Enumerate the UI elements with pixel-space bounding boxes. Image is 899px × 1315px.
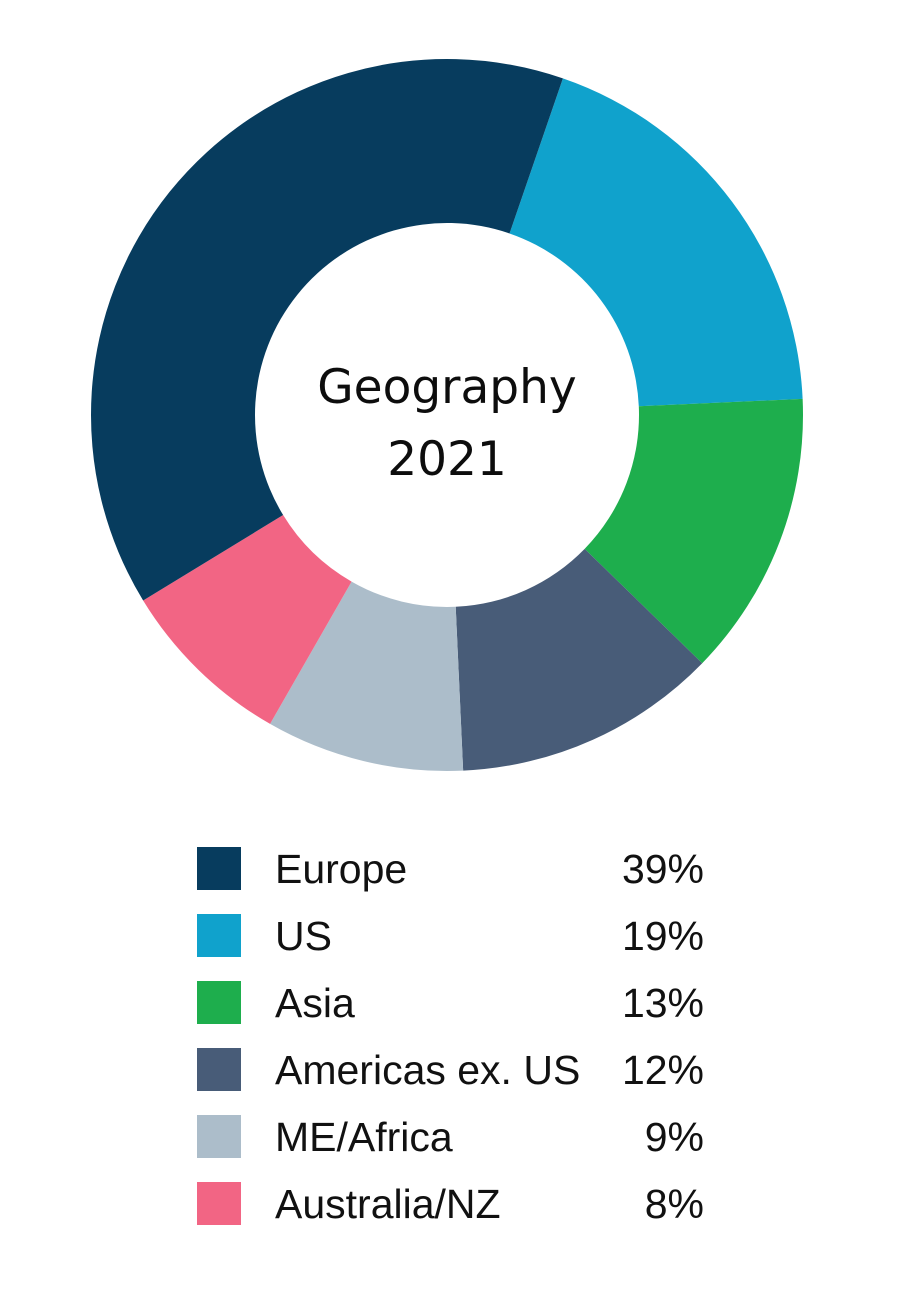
legend-label-australia-nz: Australia/NZ bbox=[275, 1181, 501, 1227]
legend-swatch-me-africa bbox=[197, 1115, 241, 1158]
slice-asia bbox=[584, 398, 803, 664]
legend-value-us: 19% bbox=[621, 913, 704, 959]
slice-europe bbox=[90, 58, 563, 601]
slice-us bbox=[509, 78, 803, 407]
legend-swatch-australia-nz bbox=[197, 1182, 241, 1225]
legend-swatch-us bbox=[197, 914, 241, 957]
legend-value-asia: 13% bbox=[621, 980, 704, 1026]
legend-value-me-africa: 9% bbox=[644, 1114, 704, 1160]
legend-swatch-asia bbox=[197, 981, 241, 1024]
chart-subtitle: 2021 bbox=[387, 432, 507, 487]
legend-label-americas-ex-us: Americas ex. US bbox=[275, 1047, 581, 1093]
legend-item-us: US 19% bbox=[197, 912, 717, 979]
legend-swatch-americas-ex-us bbox=[197, 1048, 241, 1091]
legend-label-asia: Asia bbox=[275, 980, 355, 1026]
legend: Europe 39% US 19% Asia 13% Americas ex. … bbox=[197, 845, 717, 1247]
legend-item-europe: Europe 39% bbox=[197, 845, 717, 912]
legend-label-us: US bbox=[275, 913, 332, 959]
legend-value-europe: 39% bbox=[621, 846, 704, 892]
legend-item-australia-nz: Australia/NZ 8% bbox=[197, 1180, 717, 1247]
legend-value-americas-ex-us: 12% bbox=[621, 1047, 704, 1093]
donut-chart bbox=[90, 58, 803, 772]
legend-item-me-africa: ME/Africa 9% bbox=[197, 1113, 717, 1180]
legend-label-europe: Europe bbox=[275, 846, 408, 892]
slice-australia-nz bbox=[143, 515, 352, 724]
legend-label-me-africa: ME/Africa bbox=[275, 1114, 453, 1160]
legend-item-americas-ex-us: Americas ex. US 12% bbox=[197, 1046, 717, 1113]
legend-swatch-europe bbox=[197, 847, 241, 890]
chart-title: Geography bbox=[317, 360, 577, 415]
legend-item-asia: Asia 13% bbox=[197, 979, 717, 1046]
slice-me-africa bbox=[270, 581, 464, 772]
slice-americas-ex-us bbox=[455, 548, 703, 771]
legend-value-australia-nz: 8% bbox=[644, 1181, 704, 1227]
